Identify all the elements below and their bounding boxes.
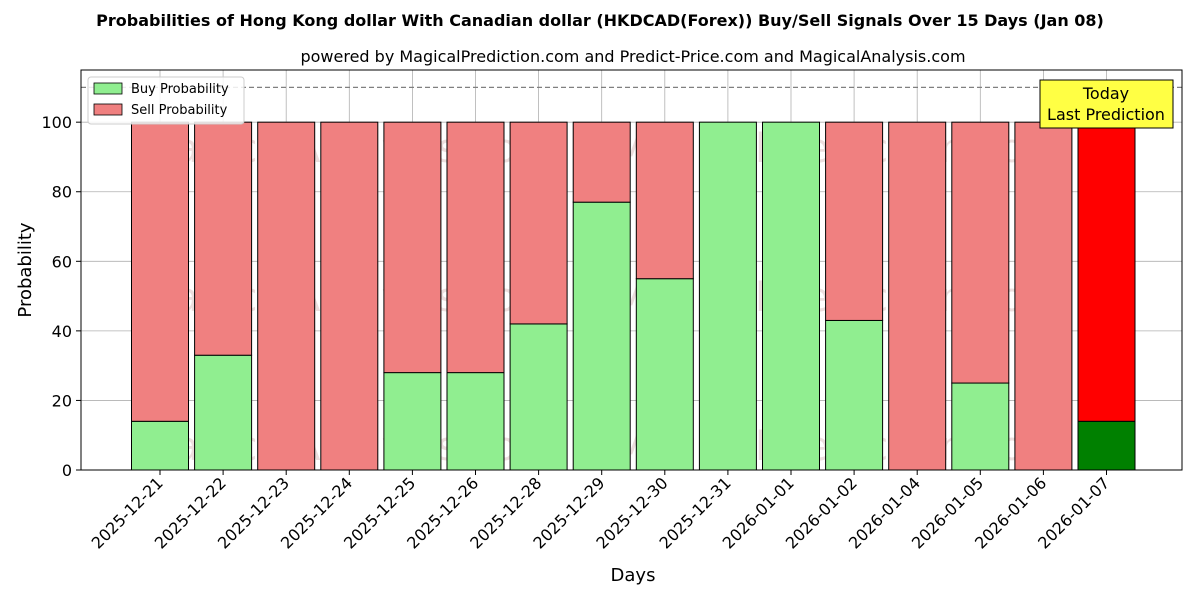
bar-buy <box>1077 420 1136 471</box>
plot-frame <box>80 69 1183 471</box>
bar-sell <box>635 121 694 280</box>
bar-buy <box>131 420 189 471</box>
x-axis-label: Days <box>611 565 656 586</box>
bar-buy <box>509 323 568 471</box>
bar-sell <box>320 121 379 471</box>
x-ticks: 2025-12-212025-12-222025-12-232025-12-24… <box>88 470 1113 553</box>
legend-sell-swatch <box>93 103 123 116</box>
bar-buy <box>383 372 442 471</box>
today-annotation-line1: Today <box>1082 84 1129 103</box>
legend-buy-swatch <box>93 82 123 95</box>
bar-buy <box>572 201 631 471</box>
bar-sell <box>446 121 505 374</box>
bar-sell <box>572 121 631 203</box>
chart-title: Probabilities of Hong Kong dollar With C… <box>96 11 1104 30</box>
bar-buy <box>635 278 694 471</box>
bar-sell <box>888 121 947 471</box>
legend: Buy Probability Sell Probability <box>87 76 245 125</box>
y-tick-label: 60 <box>52 252 72 271</box>
legend-sell-label: Sell Probability <box>131 103 228 118</box>
today-annotation: Today Last Prediction <box>1039 79 1174 129</box>
bar-buy <box>762 121 820 471</box>
bar-sell <box>1014 121 1073 471</box>
bar-buy <box>825 319 884 471</box>
bar-sell <box>383 121 442 374</box>
today-annotation-line2: Last Prediction <box>1047 105 1165 124</box>
bar-sell <box>257 121 316 471</box>
y-tick-label: 20 <box>52 391 72 410</box>
bar-sell <box>951 121 1010 384</box>
y-axis-label: Probability <box>15 222 36 317</box>
y-tick-label: 40 <box>52 322 72 341</box>
bar-sell <box>194 121 253 356</box>
y-tick-label: 0 <box>62 461 72 480</box>
bar-sell <box>509 121 568 325</box>
legend-buy-label: Buy Probability <box>131 82 229 97</box>
y-ticks: 0 20 40 60 80 100 <box>41 113 81 480</box>
bar-sell <box>825 121 884 321</box>
bar-sell <box>1077 121 1136 422</box>
bar-buy <box>194 354 253 471</box>
bar-buy <box>951 382 1010 471</box>
bar-buy <box>698 121 757 471</box>
bar-sell <box>131 121 189 422</box>
legend-frame <box>87 76 245 125</box>
today-annotation-box <box>1039 79 1174 129</box>
chart-subtitle: powered by MagicalPrediction.com and Pre… <box>300 47 965 66</box>
bars <box>131 121 1136 471</box>
y-tick-label: 80 <box>52 183 72 202</box>
y-tick-label: 100 <box>41 113 72 132</box>
bar-buy <box>446 372 505 471</box>
